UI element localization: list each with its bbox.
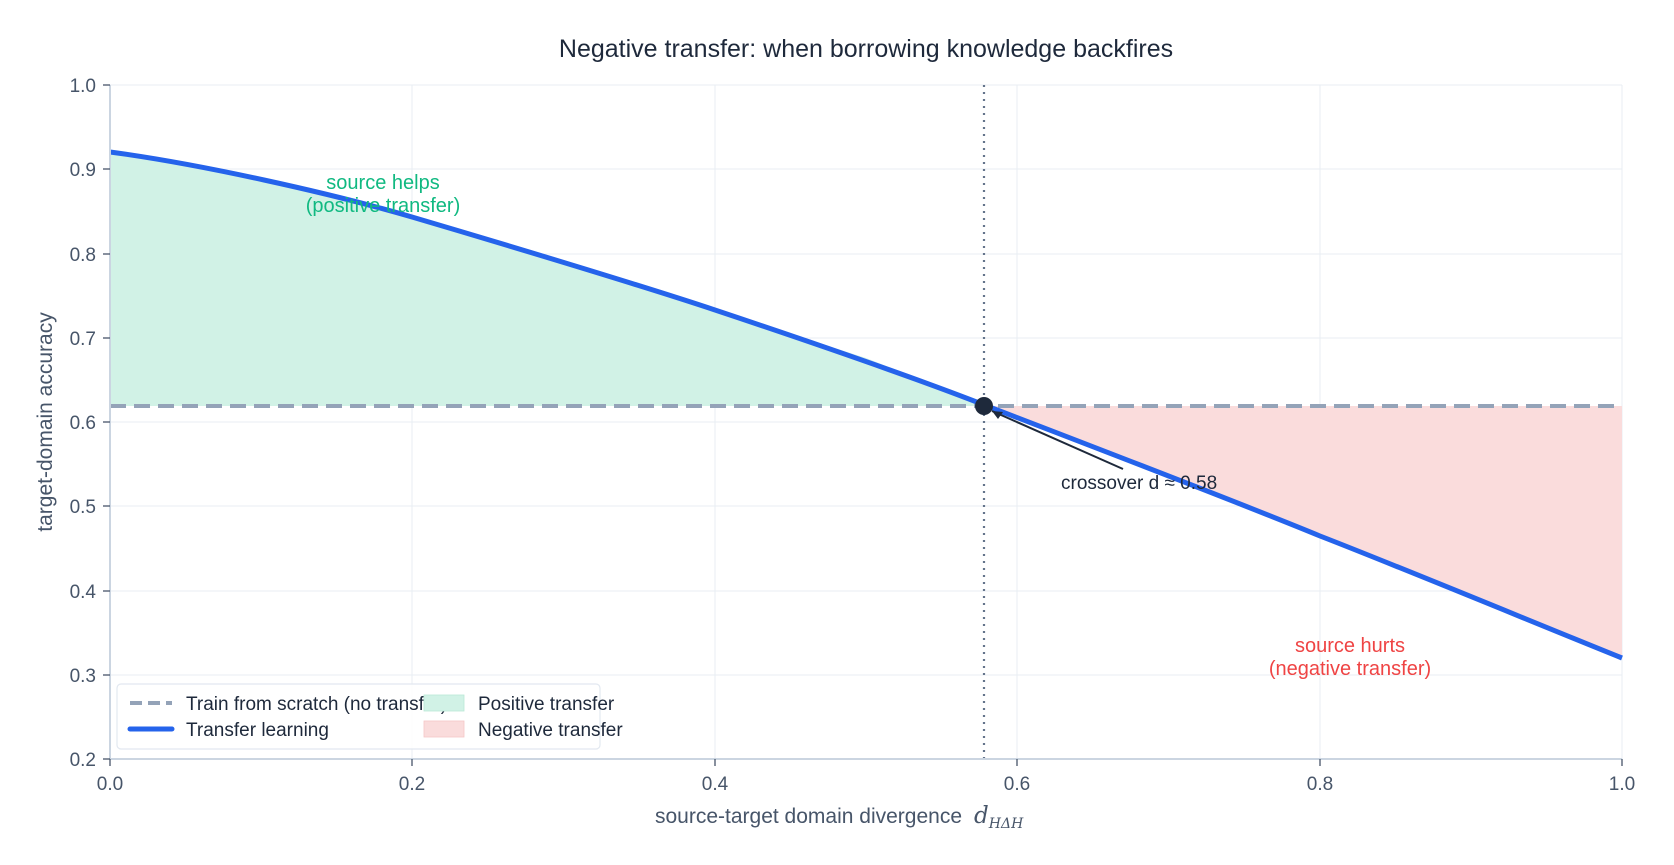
y-axis-label: target-domain accuracy [34,312,57,532]
legend-label-baseline: Train from scratch (no transfer) [186,694,447,715]
svg-text:0.8: 0.8 [70,245,96,266]
svg-text:1.0: 1.0 [1609,774,1635,795]
positive-annotation-line1: source helps [326,172,439,194]
crossover-arrow [991,410,1124,470]
svg-text:0.9: 0.9 [70,160,96,181]
positive-transfer-area [110,152,987,406]
chart-title: Negative transfer: when borrowing knowle… [559,35,1173,63]
svg-text:0.4: 0.4 [702,774,729,795]
svg-text:0.4: 0.4 [70,582,97,603]
positive-annotation-line2: (positive transfer) [306,195,461,217]
x-tick-labels: 0.0 0.2 0.4 0.6 0.8 1.0 [97,774,1635,795]
svg-text:0.2: 0.2 [70,750,96,771]
crossover-arrowhead-icon [992,411,1003,419]
svg-text:0.3: 0.3 [70,666,96,687]
transfer-learning-curve [109,149,1623,661]
svg-text:0.6: 0.6 [70,413,96,434]
legend-label-negative: Negative transfer [478,720,623,741]
svg-text:0.7: 0.7 [70,329,96,350]
crossover-label: crossover d ≈ 0.58 [1061,473,1217,494]
y-tick-labels: 0.2 0.3 0.4 0.5 0.6 0.7 0.8 0.9 1.0 [70,76,97,771]
legend-positive-swatch [423,694,465,712]
legend: Train from scratch (no transfer) Transfe… [116,683,623,750]
crossover-marker [975,397,993,415]
svg-text:0.5: 0.5 [70,497,96,518]
negative-annotation-line1: source hurts [1295,635,1405,657]
y-ticks [103,84,110,760]
x-axis-label: source-target domain divergence dHΔH [655,803,1024,832]
x-ticks [109,759,1623,766]
negative-transfer-area [987,406,1622,658]
svg-text:0.8: 0.8 [1307,774,1333,795]
legend-label-positive: Positive transfer [478,694,615,715]
svg-text:0.0: 0.0 [97,774,123,795]
svg-text:0.6: 0.6 [1004,774,1030,795]
negative-annotation-line2: (negative transfer) [1269,658,1431,680]
legend-negative-swatch [423,720,465,738]
svg-text:0.2: 0.2 [399,774,425,795]
svg-text:1.0: 1.0 [70,76,96,97]
legend-label-transfer: Transfer learning [186,720,329,741]
